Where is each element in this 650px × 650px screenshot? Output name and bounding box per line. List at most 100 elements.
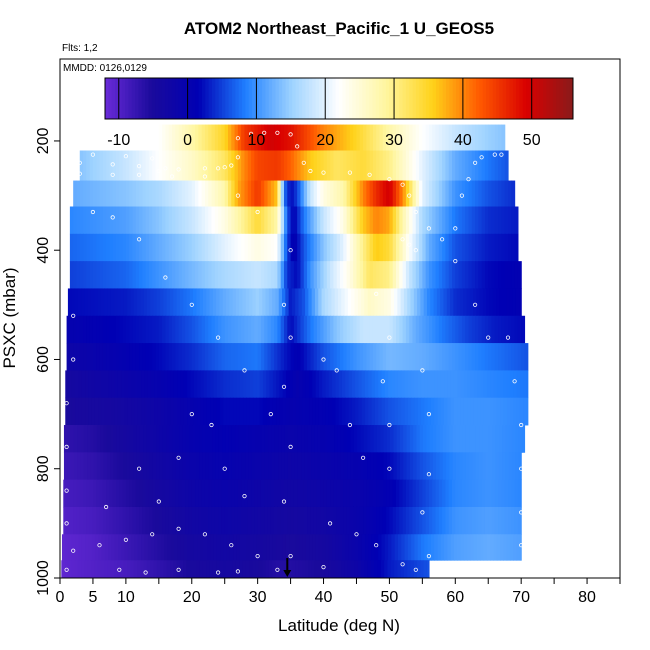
track-point [519,466,524,471]
heatmap-cell [330,343,335,371]
heatmap-cell [353,452,358,481]
heatmap-cell [97,288,102,317]
heatmap-cell [440,397,445,426]
heatmap-cell [412,261,417,289]
heatmap-cell [340,343,344,371]
heatmap-cell [274,343,279,371]
track-point [71,357,76,362]
heatmap-cell [149,425,154,453]
heatmap-cell [448,150,453,181]
heatmap-cell [167,534,172,561]
heatmap-cell [475,315,479,344]
heatmap-cell [295,370,300,399]
heatmap-cell [445,479,450,508]
heatmap-cell [506,534,511,561]
colorbar-segment [479,78,484,119]
heatmap-cell [160,560,165,578]
heatmap-cell [251,233,255,262]
heatmap-cell [241,206,246,235]
heatmap-cell [111,370,116,399]
heatmap-cell [202,560,207,578]
heatmap-cell [233,397,238,426]
heatmap-cell [99,206,104,235]
heatmap-cell [338,288,342,317]
heatmap-cell [309,534,313,561]
heatmap-cell [117,370,122,399]
heatmap-cell [356,233,361,262]
heatmap-cell [272,397,277,426]
heatmap-cell [511,315,516,344]
heatmap-cell [262,534,267,561]
heatmap-cell [178,180,183,207]
heatmap-cell [67,425,72,453]
colorbar-segment [245,78,250,119]
heatmap-cell [396,315,400,344]
heatmap-cell [353,150,358,181]
heatmap-cell [77,425,82,453]
heatmap-cell [73,180,78,207]
heatmap-cell [231,124,236,151]
heatmap-cell [285,370,290,399]
y-tick-label: 1000 [35,560,52,596]
heatmap-cell [237,343,242,371]
heatmap-cell [491,506,496,535]
heatmap-cell [170,397,175,426]
track-point [519,422,524,428]
heatmap-cell [63,452,68,481]
track-point [268,411,273,417]
heatmap-cell [139,261,143,289]
heatmap-cell [493,397,498,426]
colorbar-segment [459,78,464,119]
heatmap-cell [166,425,170,453]
heatmap-cell [270,206,275,235]
heatmap-cell [287,315,292,344]
heatmap-cell [178,315,183,344]
heatmap-cell [463,370,468,399]
heatmap-cell [287,425,292,453]
heatmap-cell [183,397,188,426]
heatmap-cell [229,370,234,399]
heatmap-cell [341,370,346,399]
heatmap-cell [86,261,91,289]
heatmap-cell [147,534,152,561]
heatmap-cell [293,233,298,262]
heatmap-cell [297,180,302,207]
heatmap-cell [297,506,302,535]
heatmap-cell [374,534,379,561]
heatmap-cell [155,343,160,371]
heatmap-cell [310,150,315,181]
heatmap-cell [473,397,478,426]
heatmap-cell [318,397,323,426]
heatmap-cell [201,180,206,207]
marker-arrow-head [283,570,292,577]
heatmap-cell [475,343,479,371]
heatmap-cell [316,206,321,235]
heatmap-cell [356,261,361,289]
x-tick-label: 80 [578,589,596,606]
heatmap-cell [97,560,102,578]
colorbar-segment [325,78,330,119]
heatmap-cell [452,261,456,289]
heatmap-cell [477,534,481,561]
heatmap-cell [294,452,299,481]
heatmap-cell [475,506,479,535]
heatmap-cell [328,370,333,399]
heatmap-cell [443,288,448,317]
heatmap-cell [140,560,145,578]
heatmap-cell [212,452,217,481]
flight-track [64,130,524,575]
heatmap-cell [228,343,232,371]
heatmap-cell [206,370,211,399]
heatmap-cell [305,288,309,317]
heatmap-cell [108,370,112,399]
heatmap-cell [311,452,315,481]
heatmap-cell [173,534,178,561]
heatmap-cell [369,343,374,371]
heatmap-cell [405,180,410,207]
heatmap-cell [498,124,503,151]
heatmap-cell [254,206,259,235]
heatmap-cell [129,506,134,535]
heatmap-cell [501,479,506,508]
heatmap-cell [278,288,283,317]
